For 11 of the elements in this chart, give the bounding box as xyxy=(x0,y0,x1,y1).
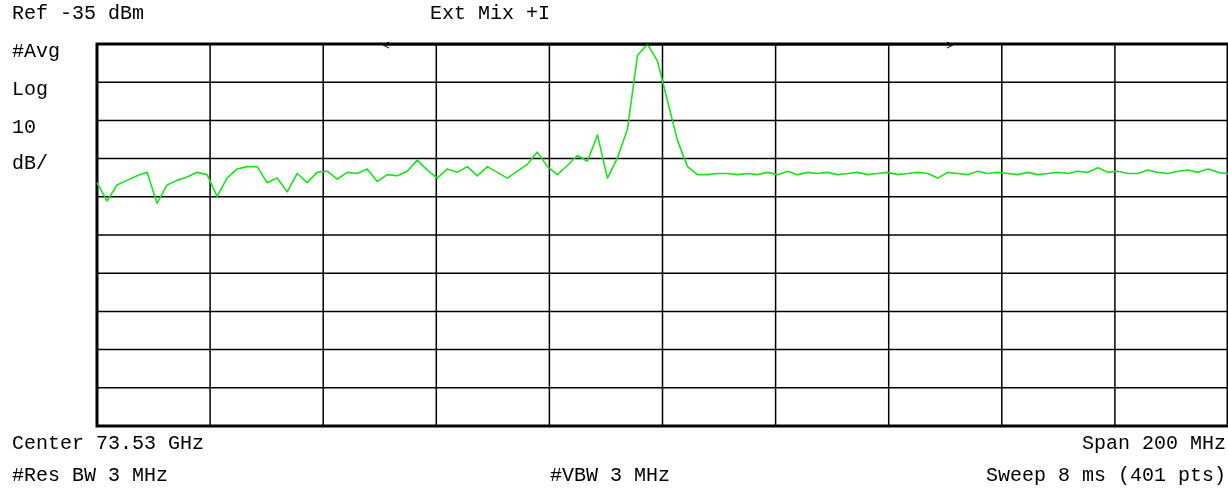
text: Sweep 8 ms (401 pts) xyxy=(985,464,1226,488)
text: 10 xyxy=(12,116,37,140)
text: #Res BW 3 MHz xyxy=(12,464,169,488)
text: Ext Mix +I xyxy=(430,2,551,26)
text: Ref -35 dBm xyxy=(12,2,145,26)
text: Log xyxy=(12,78,49,102)
text: #VBW 3 MHz xyxy=(550,464,671,488)
text: Center 73.53 GHz xyxy=(12,432,205,456)
text: #Avg xyxy=(12,40,61,64)
text: dB/ xyxy=(12,152,49,176)
text: Span 200 MHz xyxy=(1081,432,1226,456)
